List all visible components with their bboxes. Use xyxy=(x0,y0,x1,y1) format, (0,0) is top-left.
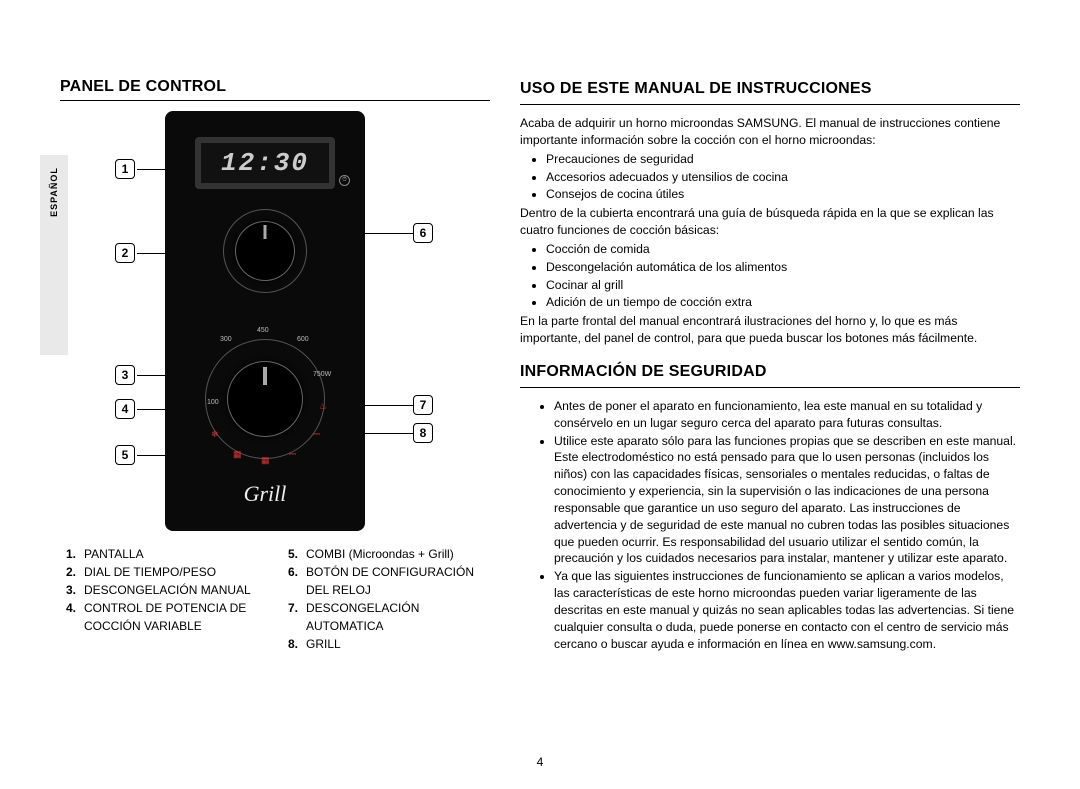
legend-item: 5.COMBI (Microondas + Grill) xyxy=(288,545,490,563)
legend-col-right: 5.COMBI (Microondas + Grill) 6.BOTÓN DE … xyxy=(288,545,490,653)
left-column: PANEL DE CONTROL 12:30 ⏱ 300 450 600 7 5 xyxy=(60,78,490,749)
callout-2: 2 xyxy=(115,243,135,263)
callout-6: 6 xyxy=(413,223,433,243)
right-column: USO DE ESTE MANUAL DE INSTRUCCIONES Acab… xyxy=(520,78,1020,749)
list-item: Adición de un tiempo de cocción extra xyxy=(546,294,1020,311)
legend-item: 4.CONTROL DE POTENCIA DE COCCIÓN VARIABL… xyxy=(66,599,268,635)
legend-item: 3.DESCONGELACIÓN MANUAL xyxy=(66,581,268,599)
clock-button-icon: ⏱ xyxy=(339,175,350,186)
page-number: 4 xyxy=(0,755,1080,769)
heading-panel-de-control: PANEL DE CONTROL xyxy=(60,78,490,101)
legend-col-left: 1.PANTALLA 2.DIAL DE TIEMPO/PESO 3.DESCO… xyxy=(66,545,268,653)
safety-bullet-list: Antes de poner el aparato en funcionamie… xyxy=(524,398,1020,652)
watt-label: 300 xyxy=(220,336,232,343)
legend-item: 2.DIAL DE TIEMPO/PESO xyxy=(66,563,268,581)
page: PANEL DE CONTROL 12:30 ⏱ 300 450 600 7 5 xyxy=(0,0,1080,789)
list-item: Cocción de comida xyxy=(546,241,1020,258)
mode-icon: ♨ xyxy=(319,401,327,412)
watt-label: 100 xyxy=(207,399,219,406)
callout-5: 5 xyxy=(115,445,135,465)
dial-power xyxy=(227,361,303,437)
intro-paragraph: Acaba de adquirir un horno microondas SA… xyxy=(520,115,1020,149)
mid-paragraph-1: Dentro de la cubierta encontrará una guí… xyxy=(520,205,1020,239)
callout-7: 7 xyxy=(413,395,433,415)
mode-icon: ⎓ xyxy=(313,429,320,440)
watt-label: 450 xyxy=(257,327,269,334)
dial-time xyxy=(235,221,295,281)
grill-logo: Grill xyxy=(165,481,365,507)
list-item: Utilice este aparato sólo para las funci… xyxy=(554,433,1020,568)
mode-icon: ❄ xyxy=(211,429,219,440)
list-item: Consejos de cocina útiles xyxy=(546,186,1020,203)
heading-uso-manual: USO DE ESTE MANUAL DE INSTRUCCIONES xyxy=(520,78,1020,105)
legend-item: 6.BOTÓN DE CONFIGURACIÓN DEL RELOJ xyxy=(288,563,490,599)
list-item: Descongelación automática de los aliment… xyxy=(546,259,1020,276)
callout-1: 1 xyxy=(115,159,135,179)
list-item: Accesorios adecuados y utensilios de coc… xyxy=(546,169,1020,186)
mid-paragraph-2: En la parte frontal del manual encontrar… xyxy=(520,313,1020,347)
mode-icon: ⎓ xyxy=(289,449,296,460)
callout-3: 3 xyxy=(115,365,135,385)
control-panel-figure: 12:30 ⏱ 300 450 600 750W 100 ❄ ▦ ▦ ⎓ ⎓ ♨… xyxy=(65,111,485,531)
microwave-panel: 12:30 ⏱ 300 450 600 750W 100 ❄ ▦ ▦ ⎓ ⎓ ♨… xyxy=(165,111,365,531)
watt-label: 750W xyxy=(313,371,331,378)
list-item: Cocinar al grill xyxy=(546,277,1020,294)
legend-item: 8.GRILL xyxy=(288,635,490,653)
mode-icon: ▦ xyxy=(233,449,242,460)
mode-icon: ▦ xyxy=(261,455,270,466)
callout-8: 8 xyxy=(413,423,433,443)
panel-display: 12:30 xyxy=(195,137,335,189)
functions-bullet-list: Cocción de comida Descongelación automát… xyxy=(524,241,1020,311)
callout-4: 4 xyxy=(115,399,135,419)
legend-item: 1.PANTALLA xyxy=(66,545,268,563)
legend-item: 7.DESCONGELACIÓN AUTOMATICA xyxy=(288,599,490,635)
intro-bullet-list: Precauciones de seguridad Accesorios ade… xyxy=(524,151,1020,203)
list-item: Antes de poner el aparato en funcionamie… xyxy=(554,398,1020,432)
panel-legend: 1.PANTALLA 2.DIAL DE TIEMPO/PESO 3.DESCO… xyxy=(60,545,490,653)
watt-label: 600 xyxy=(297,336,309,343)
heading-seguridad: INFORMACIÓN DE SEGURIDAD xyxy=(520,361,1020,388)
list-item: Ya que las siguientes instrucciones de f… xyxy=(554,568,1020,652)
list-item: Precauciones de seguridad xyxy=(546,151,1020,168)
